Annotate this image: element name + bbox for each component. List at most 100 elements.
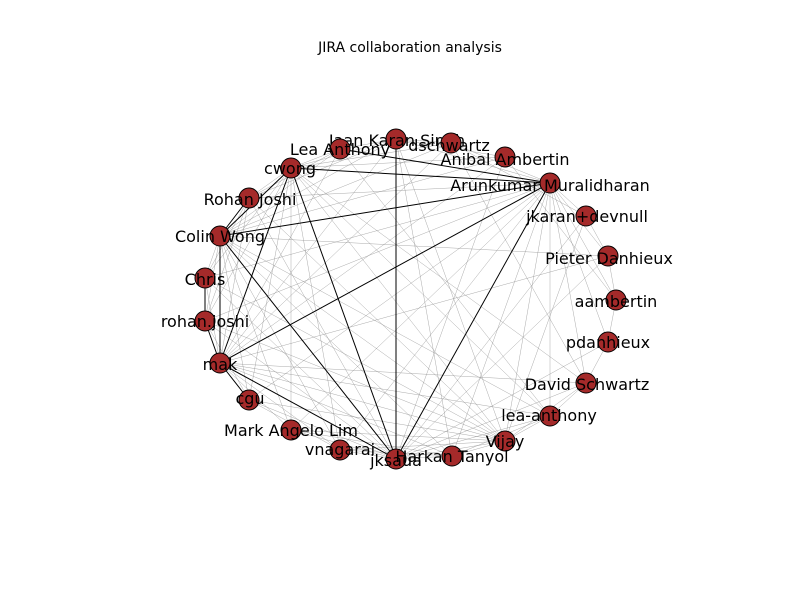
edge-weak-arunkumar-chris [204, 182, 551, 279]
edge-weak-colin-vijay [219, 235, 506, 442]
edge-weak-jaan-vijay [395, 138, 506, 442]
strong-edges-layer [204, 139, 551, 460]
edge-weak-dschwartz-mak [219, 142, 452, 364]
node-marker-cwong [280, 157, 302, 179]
edge-weak-anibal-colin [219, 156, 506, 237]
edge-weak-rohanj-jksaua [204, 320, 397, 460]
node-marker-pieter [597, 245, 619, 267]
node-vnagarai: vnagarai [305, 439, 375, 461]
edge-weak-cwong-rohanj [204, 167, 292, 322]
node-harkan: Harkan Tanyol [395, 445, 509, 467]
edge-weak-mak-leaa [219, 362, 551, 417]
edge-weak-pieter-colin [219, 235, 609, 257]
node-pdanhieux: pdanhieux [566, 331, 650, 353]
edge-weak-david-cwong [290, 167, 587, 384]
node-marker-jkaran [575, 205, 597, 227]
edge-weak-cwong-vnagarai [290, 167, 341, 451]
node-dschwartz: dschwartz [408, 132, 490, 155]
edge-weak-mak-pieter [219, 255, 609, 364]
edge-weak-cgu-vijay [248, 399, 506, 442]
node-anibal: Anibal Ambertin [441, 146, 570, 169]
edge-weak-arunkumar-harkan [451, 182, 551, 457]
edge-weak-mak-vijay [219, 362, 506, 442]
edge-strong-arunkumar-jksaua [395, 182, 551, 460]
edge-strong-mak-jksaua [219, 362, 397, 460]
edge-strong-cwong-mak [219, 167, 292, 364]
edge-weak-jaan-arunkumar [395, 138, 551, 184]
node-label-cwong: cwong [264, 159, 316, 178]
edge-weak-lea-leaa [339, 148, 551, 417]
node-rohanj: rohan.joshi [161, 310, 249, 332]
node-jkaran: jkaran+devnull [525, 205, 648, 227]
node-pieter: Pieter Danhieux [545, 245, 673, 268]
node-arunkumar: Arunkumar Muralidharan [450, 172, 650, 195]
edge-weak-cwong-chris [204, 167, 292, 279]
edge-weak-anibal-cwong [290, 156, 506, 169]
node-aambertin: aambertin [575, 289, 658, 311]
node-label-vijay: Vijay [486, 432, 525, 451]
node-label-cgu: cgu [235, 389, 264, 408]
edge-weak-jaan-mak [219, 138, 397, 364]
node-marker-jksaua [385, 448, 407, 470]
edge-weak-jaan-rohan [248, 138, 397, 199]
node-label-rohanj: rohan.joshi [161, 312, 249, 331]
node-marker-vijay [494, 430, 516, 452]
edge-weak-cwong-cgu [248, 167, 292, 401]
node-label-david: David Schwartz [525, 375, 650, 394]
edge-weak-chris-jksaua [204, 277, 397, 460]
node-mark: Mark Angelo Lim [224, 419, 358, 441]
edge-weak-jksaua-jkaran [395, 215, 587, 460]
edge-weak-rohanj-vijay [204, 320, 506, 442]
node-label-pieter: Pieter Danhieux [545, 249, 673, 268]
edge-weak-arunkumar-vijay [504, 182, 551, 442]
node-label-anibal: Anibal Ambertin [441, 150, 570, 169]
figure-title: JIRA collaboration analysis [317, 40, 502, 56]
edge-weak-mak-david [219, 362, 587, 384]
edge-weak-lea-mak [219, 148, 341, 364]
edge-weak-jkaran-dschwartz [450, 142, 587, 217]
edge-weak-arunkumar-aambertin [549, 182, 617, 301]
node-label-vnagarai: vnagarai [305, 440, 375, 459]
edge-strong-mak-arunkumar [219, 182, 551, 364]
edge-weak-jksaua-david [395, 382, 587, 460]
edge-weak-jksaua-pieter [395, 255, 609, 460]
node-label-aambertin: aambertin [575, 292, 658, 311]
edge-strong-colin-arunkumar [219, 182, 551, 237]
edge-weak-mak-harkan [219, 362, 453, 457]
edge-weak-colin-vnagarai [219, 235, 341, 451]
edge-weak-arunkumar-david [549, 182, 587, 384]
edge-weak-pdanhieux-jksaua [395, 341, 609, 460]
node-marker-harkan [441, 445, 463, 467]
node-marker-jaan [385, 128, 407, 150]
edge-weak-jaan-harkan [395, 138, 453, 457]
node-lea: Lea Anthony [290, 138, 390, 160]
node-marker-david [575, 372, 597, 394]
edge-strong-cwong-jksaua [290, 167, 397, 460]
node-label-lea: Lea Anthony [290, 140, 390, 159]
node-marker-arunkumar [539, 172, 561, 194]
edge-weak-vnagarai-vijay [339, 440, 506, 451]
edge-weak-arunkumar-mark [290, 182, 551, 431]
edge-weak-mak-vnagarai [219, 362, 341, 451]
edge-strong-cwong-arunkumar [290, 167, 551, 184]
node-marker-chris [194, 267, 216, 289]
edge-weak-rohan-rohanj [204, 197, 250, 322]
node-label-chris: Chris [185, 270, 226, 289]
edge-strong-colin-jksaua [219, 235, 397, 460]
node-marker-mak [209, 352, 231, 374]
edge-weak-jksaua-leaa [395, 415, 551, 460]
edge-weak-colin-harkan [219, 235, 453, 457]
edge-weak-arunkumar-pdanhieux [549, 182, 609, 343]
node-marker-pdanhieux [597, 331, 619, 353]
node-label-colin: Colin Wong [175, 227, 265, 246]
edge-weak-chris-vijay [204, 277, 506, 442]
edge-weak-cgu-jksaua [248, 399, 397, 460]
node-label-arunkumar: Arunkumar Muralidharan [450, 176, 650, 195]
node-colin: Colin Wong [175, 225, 265, 247]
edge-weak-colin-leaa [219, 235, 551, 417]
edge-weak-leaa-cwong [290, 167, 551, 417]
node-label-pdanhieux: pdanhieux [566, 333, 650, 352]
edge-weak-lea-colin [219, 148, 341, 237]
